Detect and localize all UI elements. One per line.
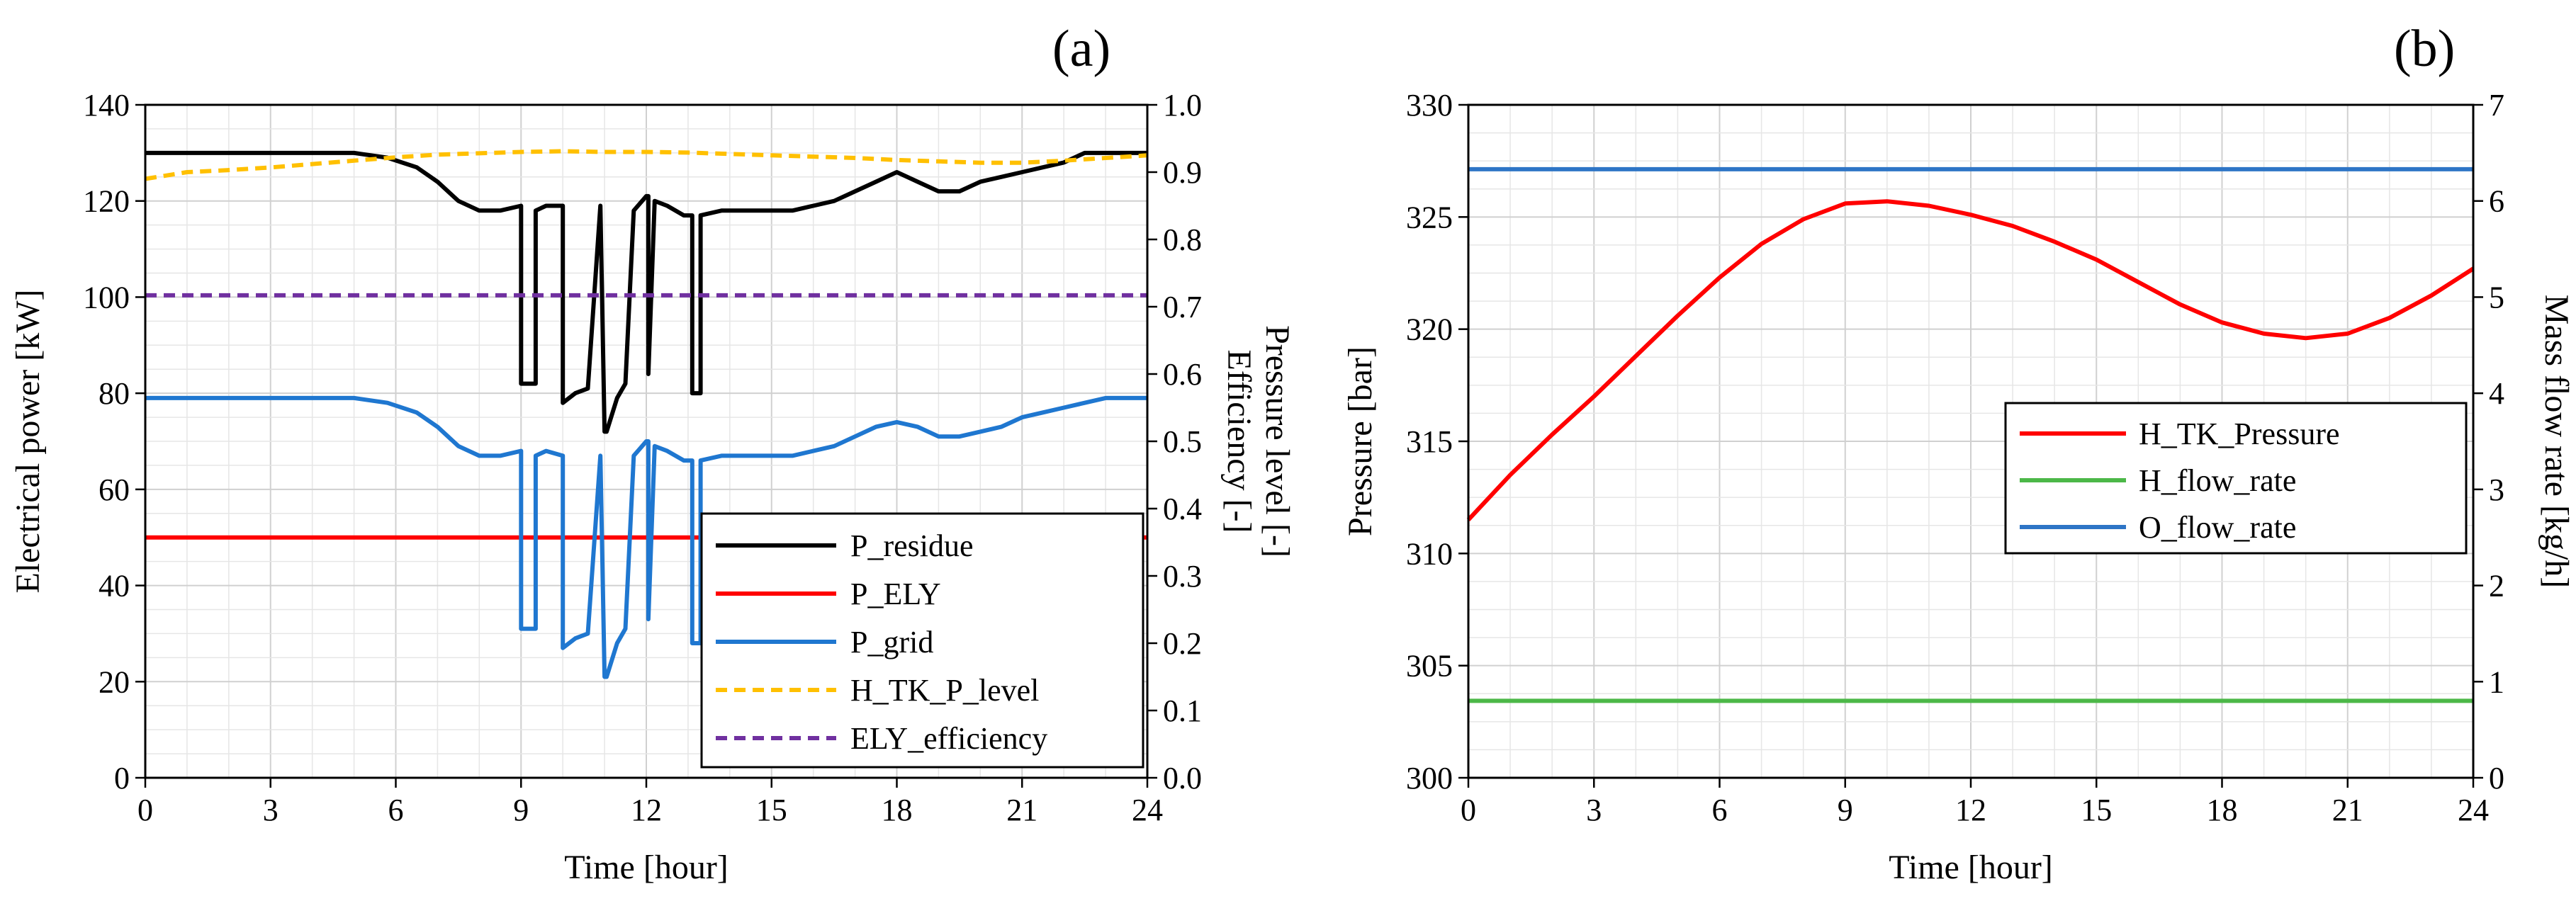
x-tick-label: 18 — [2207, 793, 2238, 827]
y2-tick-label: 1 — [2489, 664, 2504, 699]
x-tick-label: 21 — [1006, 793, 1037, 827]
x-tick-label: 15 — [2081, 793, 2112, 827]
legend-label-p-ely: P_ELY — [850, 577, 941, 611]
x-tick-label: 9 — [513, 793, 529, 827]
x-tick-label: 15 — [756, 793, 787, 827]
panel-a-y2-axis-title-line1: Pressure level [-] — [1259, 325, 1296, 557]
y2-tick-label: 6 — [2489, 184, 2504, 219]
y-tick-label: 20 — [99, 664, 130, 699]
x-tick-label: 9 — [1838, 793, 1853, 827]
panel-a-x-axis-title: Time [hour] — [564, 849, 729, 886]
legend-label-h-tk-p-level: H_TK_P_level — [850, 673, 1039, 708]
y-tick-label: 0 — [114, 761, 130, 795]
panel-b-y-axis-title: Pressure [bar] — [1342, 346, 1379, 536]
y2-tick-label: 0.7 — [1163, 290, 1202, 324]
panel-a-label: (a) — [1052, 20, 1110, 78]
chart-panel-a: 0 3 6 9 12 15 18 21 24 0 20 40 60 80 100 120 140 0.0 0.1 0.… — [9, 20, 1296, 886]
panel-b-y2-axis-title: Mass flow rate [kg/h] — [2538, 295, 2575, 589]
panel-a-ticks: 0 3 6 9 12 15 18 21 24 0 20 40 60 80 100 120 140 0.0 0.1 0.… — [83, 88, 1202, 827]
x-tick-label: 0 — [137, 793, 153, 827]
panel-b-series — [1466, 166, 2475, 703]
y-tick-label: 320 — [1406, 312, 1453, 347]
y2-tick-label: 2 — [2489, 569, 2504, 604]
panel-a-y2-axis-title-line2: Efficiency [-] — [1220, 350, 1258, 533]
y2-tick-label: 1.0 — [1163, 88, 1202, 123]
series-line-p-grid — [145, 395, 1147, 679]
y2-tick-label: 0 — [2489, 761, 2504, 795]
panel-a-legend-box — [700, 512, 1144, 769]
y-tick-label: 120 — [83, 184, 130, 219]
y2-tick-label: 0.1 — [1163, 693, 1202, 728]
y-tick-label: 100 — [83, 280, 130, 315]
panel-a-legend: P_residue P_ELY P_grid H_TK_P_level ELY_effi… — [700, 512, 1144, 769]
y2-tick-label: 7 — [2489, 88, 2504, 123]
chart-panel-b: 0 3 6 9 12 15 18 21 2430030531031532032533001234… — [1342, 20, 2575, 886]
y2-tick-label: 0.2 — [1163, 626, 1202, 661]
x-tick-label: 6 — [388, 793, 404, 827]
legend-label-h-flow-rate: H_flow_rate — [2139, 463, 2296, 498]
x-tick-label: 24 — [1132, 793, 1163, 827]
panel-b-label: (b) — [2394, 20, 2455, 78]
y-tick-label: 325 — [1406, 200, 1453, 234]
x-tick-label: 3 — [1586, 793, 1602, 827]
x-tick-label: 0 — [1461, 793, 1476, 827]
y-tick-label: 60 — [99, 472, 130, 507]
legend-label-p-residue: P_residue — [850, 528, 974, 563]
panel-b-legend: H_TK_Pressure H_flow_rate O_flow_rate — [2004, 402, 2468, 555]
y-tick-label: 315 — [1406, 424, 1453, 459]
y2-tick-label: 3 — [2489, 472, 2504, 507]
x-tick-label: 24 — [2458, 793, 2489, 827]
y-tick-label: 80 — [99, 376, 130, 411]
x-tick-label: 12 — [1955, 793, 1986, 827]
y-tick-label: 310 — [1406, 536, 1453, 571]
x-tick-label: 18 — [882, 793, 913, 827]
legend-label-p-grid: P_grid — [850, 625, 933, 659]
legend-label-h-tk-pressure: H_TK_Pressure — [2139, 417, 2340, 451]
y-tick-label: 330 — [1406, 88, 1453, 123]
y2-tick-label: 5 — [2489, 280, 2504, 315]
series-line-h-tk-pressure — [1466, 199, 2475, 521]
panel-a-series — [145, 149, 1148, 679]
legend-label-o-flow-rate: O_flow_rate — [2139, 510, 2296, 545]
y2-tick-label: 0.5 — [1163, 424, 1202, 459]
x-tick-label: 3 — [263, 793, 279, 827]
x-tick-label: 21 — [2332, 793, 2363, 827]
y2-tick-label: 0.9 — [1163, 155, 1202, 190]
y-tick-label: 305 — [1406, 649, 1453, 684]
y2-tick-label: 0.3 — [1163, 559, 1202, 594]
y-tick-label: 140 — [83, 88, 130, 123]
y2-tick-label: 0.4 — [1163, 492, 1202, 526]
panel-b-x-axis-title: Time [hour] — [1889, 849, 2053, 886]
y-tick-label: 300 — [1406, 761, 1453, 795]
panel-a-y-axis-title: Electrical power [kW] — [9, 289, 47, 593]
series-line-h-tk-p-level — [145, 149, 1148, 181]
y2-tick-label: 4 — [2489, 376, 2504, 411]
x-tick-label: 12 — [631, 793, 662, 827]
x-tick-label: 6 — [1712, 793, 1728, 827]
y2-tick-label: 0.0 — [1163, 761, 1202, 795]
y-tick-label: 40 — [99, 569, 130, 604]
legend-label-ely-efficiency: ELY_efficiency — [850, 721, 1047, 756]
y2-tick-label: 0.6 — [1163, 357, 1202, 392]
y2-tick-label: 0.8 — [1163, 222, 1202, 257]
panel-b-ticks: 0 3 6 9 12 15 18 21 2430030531031532032533001234… — [1406, 88, 2504, 827]
